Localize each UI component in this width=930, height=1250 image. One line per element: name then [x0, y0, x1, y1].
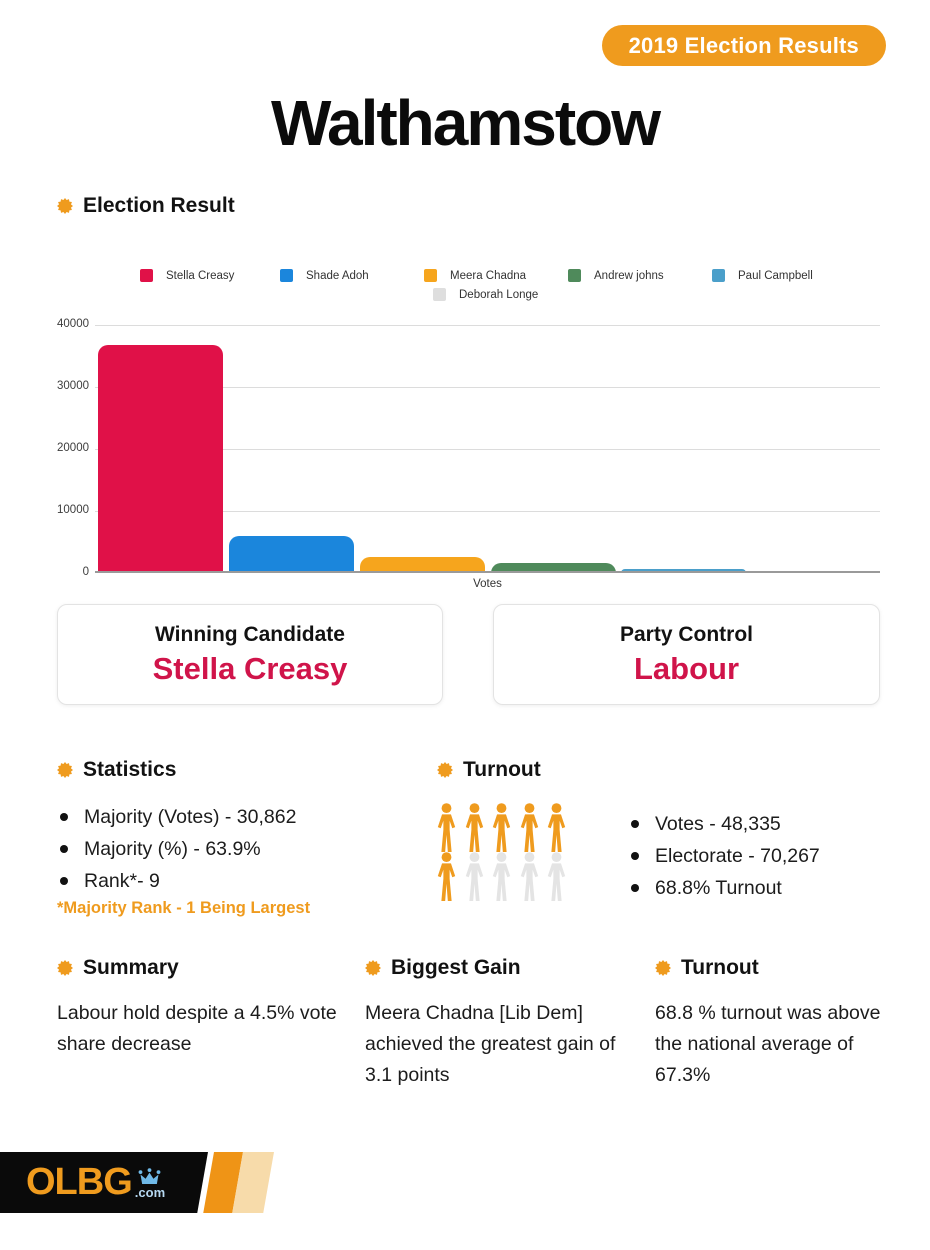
statistics-list: Majority (Votes) - 30,862 Majority (%) - …: [57, 806, 296, 902]
person-icon: [461, 803, 488, 852]
party-control-card: Party Control Labour: [493, 604, 880, 705]
bar-paul-campbell: [621, 568, 747, 573]
party-control-value: Labour: [633, 650, 740, 686]
person-icon: [461, 852, 488, 901]
legend-swatch: [140, 269, 153, 282]
legend-label: Deborah Longe: [459, 288, 539, 301]
bar-stella-creasy: [98, 344, 223, 573]
turnout-note-text: 68.8 % turnout was above the national av…: [655, 1002, 881, 1086]
legend-swatch: [424, 269, 437, 282]
legend-swatch: [712, 269, 725, 282]
party-control-label: Party Control: [619, 622, 753, 646]
votes-bar-chart: Stella Creasy Shade Adoh Meera Chadna Andre…: [55, 263, 885, 598]
logo-domain-suffix: .com: [134, 1184, 166, 1200]
person-icon: [543, 852, 570, 901]
olbg-logo: OLBG .com: [0, 1152, 320, 1213]
plot-area: 0 10000 20000 30000 40000: [57, 318, 880, 578]
list-item: 68.8% Turnout: [628, 877, 820, 899]
turnout-list: Votes - 48,335 Electorate - 70,267 68.8% T…: [628, 813, 820, 909]
summary-heading: Summary: [57, 956, 179, 980]
statistics-heading-label: Statistics: [83, 758, 177, 781]
list-item: Majority (Votes) - 30,862: [57, 806, 296, 828]
legend-swatch: [280, 269, 293, 282]
bar-andrew-johns: [490, 563, 616, 573]
turnout-heading: Turnout: [437, 758, 541, 782]
bar-meera-chadna: [359, 556, 485, 573]
legend-item: Andrew johns: [568, 269, 664, 282]
winning-candidate-label: Winning Candidate: [155, 622, 345, 646]
person-icon: [516, 852, 543, 901]
legend-label: Stella Creasy: [166, 269, 235, 282]
y-axis-tick: 0: [82, 566, 89, 578]
winning-candidate-card: Winning Candidate Stella Creasy: [57, 604, 443, 705]
sunburst-icon: [57, 762, 73, 778]
chart-legend: Stella Creasy Shade Adoh Meera Chadna Andre…: [55, 269, 885, 311]
sunburst-icon: [57, 960, 73, 976]
list-item: Majority (%) - 63.9%: [57, 838, 296, 860]
logo-wordmark: OLBG: [26, 1161, 133, 1203]
biggest-gain-heading-label: Biggest Gain: [391, 956, 521, 979]
sunburst-icon: [365, 960, 381, 976]
summary-heading-label: Summary: [83, 956, 179, 979]
winning-candidate-value: Stella Creasy: [152, 650, 348, 686]
person-icon: [433, 803, 460, 852]
legend-swatch: [568, 269, 581, 282]
x-axis-baseline: [95, 571, 880, 573]
bar-shade-adoh: [228, 536, 354, 573]
year-badge-label: 2019 Election Results: [628, 32, 859, 58]
election-result-heading: Election Result: [57, 194, 235, 218]
sunburst-icon: [655, 960, 671, 976]
statistics-heading: Statistics: [57, 758, 176, 782]
y-axis-tick: 20000: [57, 442, 89, 454]
legend-item: Shade Adoh: [280, 269, 369, 282]
turnout-pictogram: [433, 803, 573, 901]
person-icon: [433, 852, 460, 901]
legend-item: Meera Chadna: [424, 269, 526, 282]
legend-label: Andrew johns: [594, 269, 664, 282]
list-item: Electorate - 70,267: [628, 845, 820, 867]
gridline: [95, 511, 880, 512]
biggest-gain-text: Meera Chadna [Lib Dem] achieved the grea…: [365, 1002, 616, 1086]
legend-swatch: [433, 288, 446, 301]
turnout-heading-label: Turnout: [463, 758, 541, 781]
biggest-gain-heading: Biggest Gain: [365, 956, 521, 980]
legend-item: Stella Creasy: [140, 269, 234, 282]
legend-label: Meera Chadna: [450, 269, 527, 282]
sunburst-icon: [57, 198, 73, 214]
page-title: Walthamstow: [270, 87, 661, 159]
y-axis-tick: 30000: [57, 380, 89, 392]
legend-label: Paul Campbell: [738, 269, 813, 282]
legend-label: Shade Adoh: [306, 269, 369, 282]
person-icon: [488, 803, 515, 852]
logo-content: OLBG .com: [26, 1152, 165, 1213]
election-result-heading-label: Election Result: [83, 194, 235, 217]
y-axis-tick: 10000: [57, 504, 89, 516]
majority-rank-note: *Majority Rank - 1 Being Largest: [57, 899, 311, 917]
legend-item: Paul Campbell: [712, 269, 813, 282]
list-item: Votes - 48,335: [628, 813, 820, 835]
summary-text: Labour hold despite a 4.5% vote share de…: [57, 1002, 337, 1055]
person-icon: [543, 803, 570, 852]
legend-item: Deborah Longe: [433, 288, 538, 301]
sunburst-icon: [437, 762, 453, 778]
list-item: Rank*- 9: [57, 870, 296, 892]
x-axis-label: Votes: [473, 578, 502, 590]
gridline: [95, 325, 880, 326]
turnout-note-heading-label: Turnout: [681, 956, 759, 979]
crown-icon: [136, 1168, 163, 1186]
turnout-note-heading: Turnout: [655, 956, 759, 980]
year-badge: 2019 Election Results: [601, 25, 886, 66]
person-icon: [516, 803, 543, 852]
gridline: [95, 449, 880, 450]
gridline: [95, 387, 880, 388]
person-icon: [488, 852, 515, 901]
y-axis-tick: 40000: [57, 318, 89, 330]
